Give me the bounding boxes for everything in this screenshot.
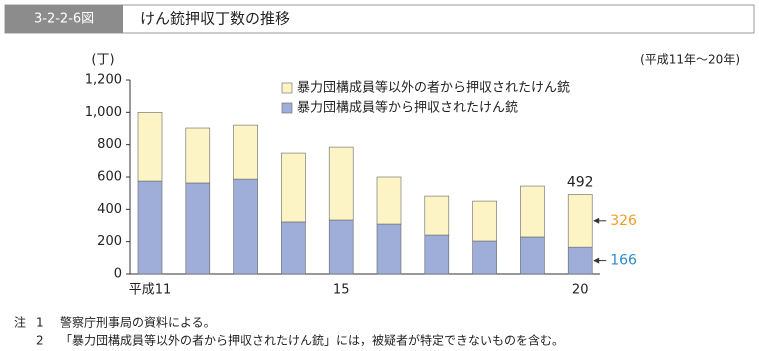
label-arrowhead bbox=[593, 257, 600, 264]
bar-segment bbox=[376, 223, 402, 275]
subtitle: (平成11年～20年) bbox=[640, 53, 740, 67]
bar-segment bbox=[520, 236, 545, 275]
bar-segment bbox=[233, 178, 258, 275]
bar-segment bbox=[520, 185, 545, 238]
header-label-box bbox=[5, 5, 123, 33]
value-label: 326 bbox=[610, 213, 637, 229]
bar-segment bbox=[567, 246, 593, 275]
bar-segment bbox=[185, 127, 211, 184]
note-text: 「暴力団構成員等以外の者から押収されたけん銃」には，被疑者が特定できないものを含… bbox=[60, 333, 564, 348]
legend-swatch bbox=[281, 82, 293, 94]
y-tick-label: 1,200 bbox=[85, 73, 122, 88]
y-tick-label: 0 bbox=[114, 267, 122, 282]
bar-segment bbox=[281, 221, 306, 275]
bar-segment bbox=[137, 180, 163, 275]
header-box bbox=[4, 4, 755, 34]
legend-label: 暴力団構成員等から押収されたけん銃 bbox=[297, 100, 518, 116]
chart-title: けん銃押収丁数の推移 bbox=[140, 10, 290, 28]
bar-segment bbox=[328, 146, 354, 221]
x-tick-label: 平成11 bbox=[129, 283, 172, 298]
legend-label: 暴力団構成員等以外の者から押収されたけん銃 bbox=[297, 80, 570, 96]
bar-segment bbox=[137, 112, 163, 182]
notes-prefix: 注 bbox=[14, 315, 26, 330]
bar-segment bbox=[567, 194, 593, 248]
label-arrowhead bbox=[593, 217, 600, 224]
note-number: 2 bbox=[36, 334, 44, 348]
y-tick-label: 1,000 bbox=[85, 105, 122, 120]
unit-label: (丁) bbox=[91, 53, 114, 68]
value-label: 166 bbox=[610, 253, 637, 269]
note-number: 1 bbox=[36, 316, 44, 330]
figure-number: 3-2-2-6図 bbox=[34, 12, 94, 27]
bar-segment bbox=[185, 182, 211, 275]
bar-segment bbox=[424, 234, 450, 275]
bar-segment bbox=[233, 124, 258, 180]
y-tick-label: 200 bbox=[97, 234, 122, 249]
y-tick-label: 400 bbox=[97, 202, 122, 217]
bar-segment bbox=[472, 240, 497, 275]
note-text: 警察庁刑事局の資料による。 bbox=[60, 315, 216, 330]
y-tick-label: 600 bbox=[97, 170, 122, 185]
bar-segment bbox=[281, 152, 306, 223]
bar-segment bbox=[424, 195, 450, 236]
x-tick-label: 20 bbox=[572, 283, 589, 298]
bar-segment bbox=[472, 200, 497, 242]
y-tick-label: 800 bbox=[97, 137, 122, 152]
bar-segment bbox=[376, 176, 402, 225]
bar-segment bbox=[328, 219, 354, 275]
x-tick-label: 15 bbox=[333, 283, 350, 298]
total-label: 492 bbox=[567, 174, 594, 190]
legend-swatch bbox=[281, 102, 293, 114]
